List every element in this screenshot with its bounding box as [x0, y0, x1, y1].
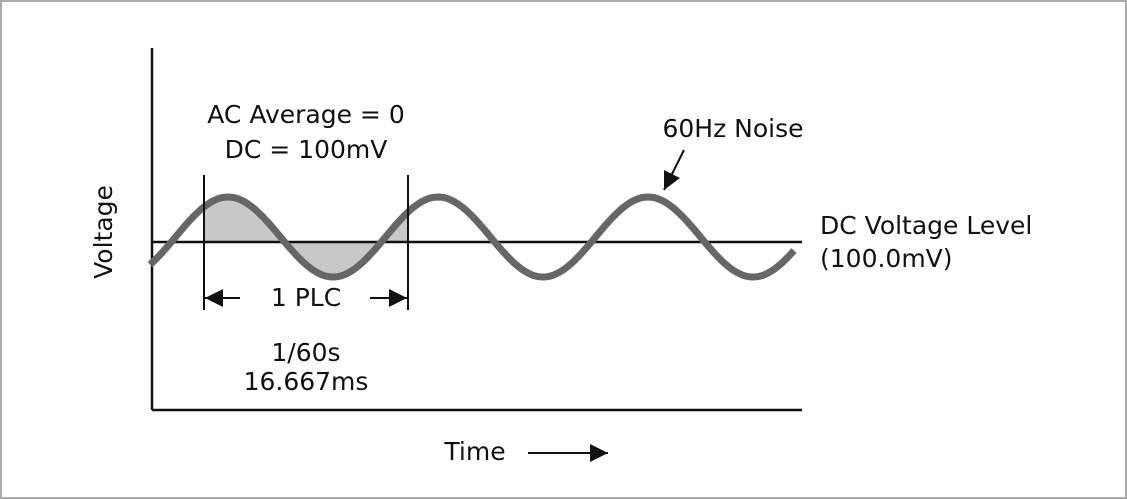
y-axis-label: Voltage [89, 185, 118, 279]
x-axis-label: Time [443, 437, 505, 466]
ac-average: AC Average = 0 [207, 100, 404, 129]
dc-level-value: (100.0mV) [820, 244, 953, 273]
dc-level-label: DC Voltage Level [820, 211, 1032, 240]
plc-label: 1 PLC [271, 283, 341, 312]
noise-label: 60Hz Noise [662, 114, 803, 143]
dc-value: DC = 100mV [225, 135, 388, 164]
shaded-area [204, 197, 408, 277]
noise-wave [147, 193, 797, 281]
period-fraction: 1/60s [271, 338, 340, 367]
period-ms: 16.667ms [244, 367, 369, 396]
noise-pointer [663, 149, 685, 191]
